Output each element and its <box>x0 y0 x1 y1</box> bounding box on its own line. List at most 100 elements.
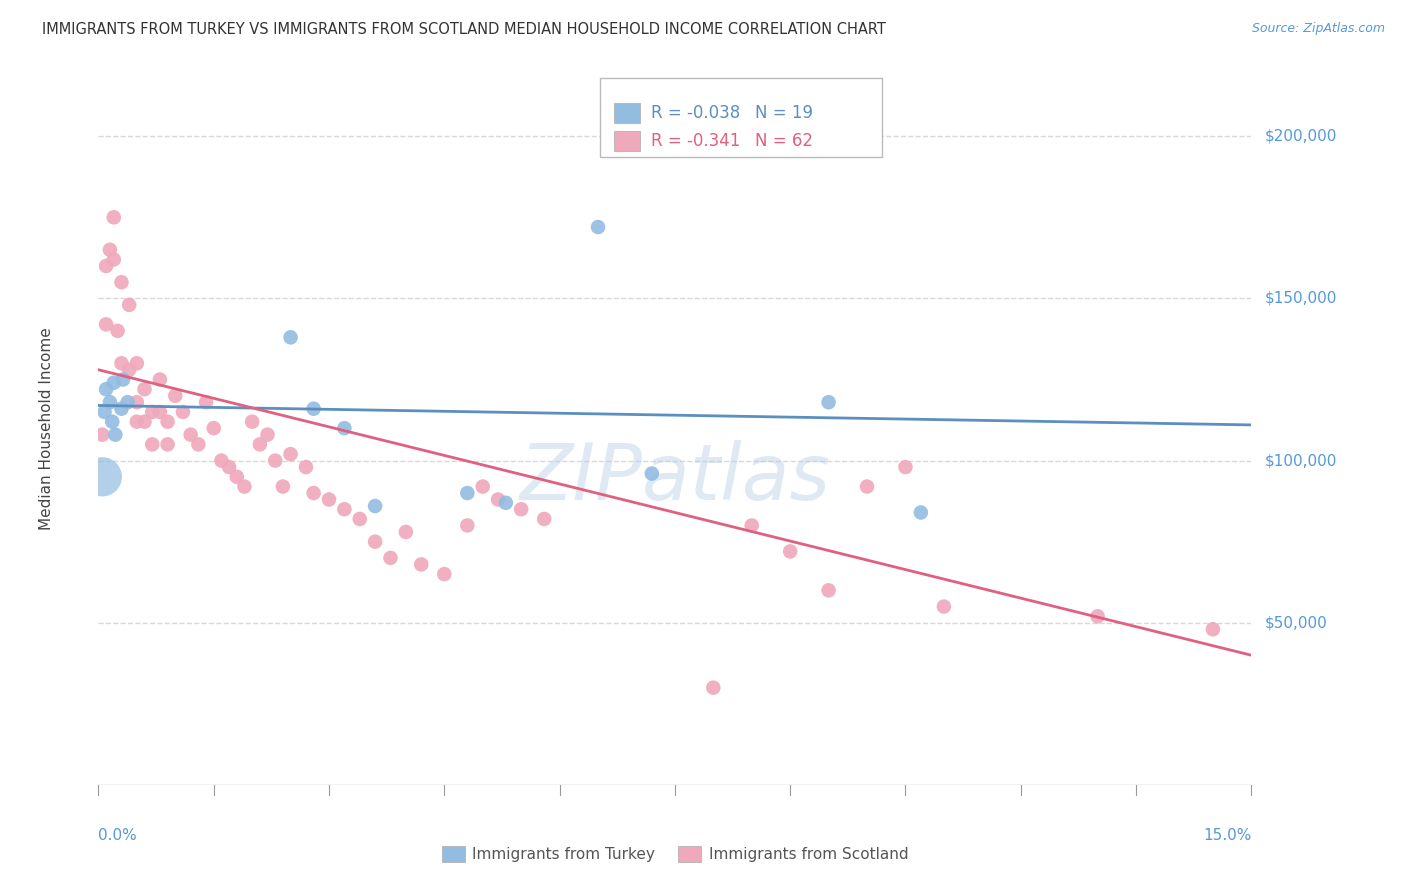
Point <box>856 479 879 493</box>
Point <box>910 506 932 520</box>
Point <box>256 427 278 442</box>
Point <box>225 470 247 484</box>
Point <box>586 220 609 235</box>
Text: R = -0.038: R = -0.038 <box>651 103 741 121</box>
Point <box>141 437 163 451</box>
Point <box>110 401 132 416</box>
Point <box>364 499 387 513</box>
Point <box>141 405 163 419</box>
Point <box>172 405 194 419</box>
Point <box>91 470 114 484</box>
Point <box>395 524 418 539</box>
Point <box>134 415 156 429</box>
Point <box>380 550 402 565</box>
Point <box>118 363 141 377</box>
Legend: Immigrants from Turkey, Immigrants from Scotland: Immigrants from Turkey, Immigrants from … <box>441 847 908 862</box>
Point <box>302 486 325 500</box>
Point <box>817 583 839 598</box>
FancyBboxPatch shape <box>614 103 640 123</box>
Point <box>125 395 148 409</box>
Point <box>125 415 148 429</box>
Text: 15.0%: 15.0% <box>1204 828 1251 843</box>
Point <box>641 467 664 481</box>
Point <box>280 447 302 461</box>
Point <box>202 421 225 435</box>
Point <box>894 460 917 475</box>
Text: Median Household Income: Median Household Income <box>39 326 53 530</box>
Point <box>433 567 456 582</box>
Point <box>98 243 121 257</box>
Text: $150,000: $150,000 <box>1265 291 1337 306</box>
Point <box>125 356 148 370</box>
FancyBboxPatch shape <box>614 131 640 152</box>
Point <box>333 502 356 516</box>
Point <box>471 479 494 493</box>
Text: N = 62: N = 62 <box>755 132 813 150</box>
Text: R = -0.341: R = -0.341 <box>651 132 741 150</box>
Point <box>101 415 124 429</box>
Point <box>249 437 271 451</box>
Point <box>180 427 202 442</box>
Point <box>1087 609 1109 624</box>
Point <box>302 401 325 416</box>
Point <box>110 275 132 289</box>
Point <box>456 518 478 533</box>
Text: $100,000: $100,000 <box>1265 453 1337 468</box>
Point <box>779 544 801 558</box>
Point <box>318 492 340 507</box>
Point <box>93 405 115 419</box>
Point <box>280 330 302 344</box>
Point <box>510 502 533 516</box>
Point <box>134 382 156 396</box>
FancyBboxPatch shape <box>600 78 883 157</box>
Point <box>103 211 125 225</box>
Point <box>104 427 127 442</box>
Point <box>209 453 232 467</box>
Point <box>94 318 117 332</box>
Point <box>118 298 141 312</box>
Point <box>411 558 433 572</box>
Point <box>364 534 387 549</box>
Point <box>156 437 179 451</box>
Point <box>456 486 478 500</box>
Point <box>218 460 240 475</box>
Point <box>91 427 114 442</box>
Point <box>741 518 763 533</box>
Point <box>295 460 318 475</box>
Point <box>533 512 555 526</box>
Point <box>233 479 256 493</box>
Point <box>94 259 117 273</box>
Point <box>187 437 209 451</box>
Point <box>333 421 356 435</box>
Text: N = 19: N = 19 <box>755 103 813 121</box>
Point <box>932 599 955 614</box>
Point <box>149 372 172 386</box>
Point <box>111 372 134 386</box>
Point <box>486 492 509 507</box>
Point <box>165 389 187 403</box>
Point <box>103 376 125 390</box>
Point <box>495 496 517 510</box>
Text: 0.0%: 0.0% <box>98 828 138 843</box>
Point <box>94 382 117 396</box>
Point <box>110 356 132 370</box>
Point <box>149 405 172 419</box>
Point <box>103 252 125 267</box>
Text: IMMIGRANTS FROM TURKEY VS IMMIGRANTS FROM SCOTLAND MEDIAN HOUSEHOLD INCOME CORRE: IMMIGRANTS FROM TURKEY VS IMMIGRANTS FRO… <box>42 22 886 37</box>
Text: $50,000: $50,000 <box>1265 615 1329 631</box>
Text: ZIPatlas: ZIPatlas <box>519 440 831 516</box>
Point <box>349 512 371 526</box>
Point <box>240 415 263 429</box>
Text: $200,000: $200,000 <box>1265 128 1337 144</box>
Point <box>117 395 139 409</box>
Point <box>1202 622 1225 636</box>
Point <box>702 681 724 695</box>
Text: Source: ZipAtlas.com: Source: ZipAtlas.com <box>1251 22 1385 36</box>
Point <box>264 453 287 467</box>
Point <box>195 395 218 409</box>
Point <box>107 324 129 338</box>
Point <box>271 479 294 493</box>
Point <box>817 395 839 409</box>
Point <box>156 415 179 429</box>
Point <box>98 395 121 409</box>
